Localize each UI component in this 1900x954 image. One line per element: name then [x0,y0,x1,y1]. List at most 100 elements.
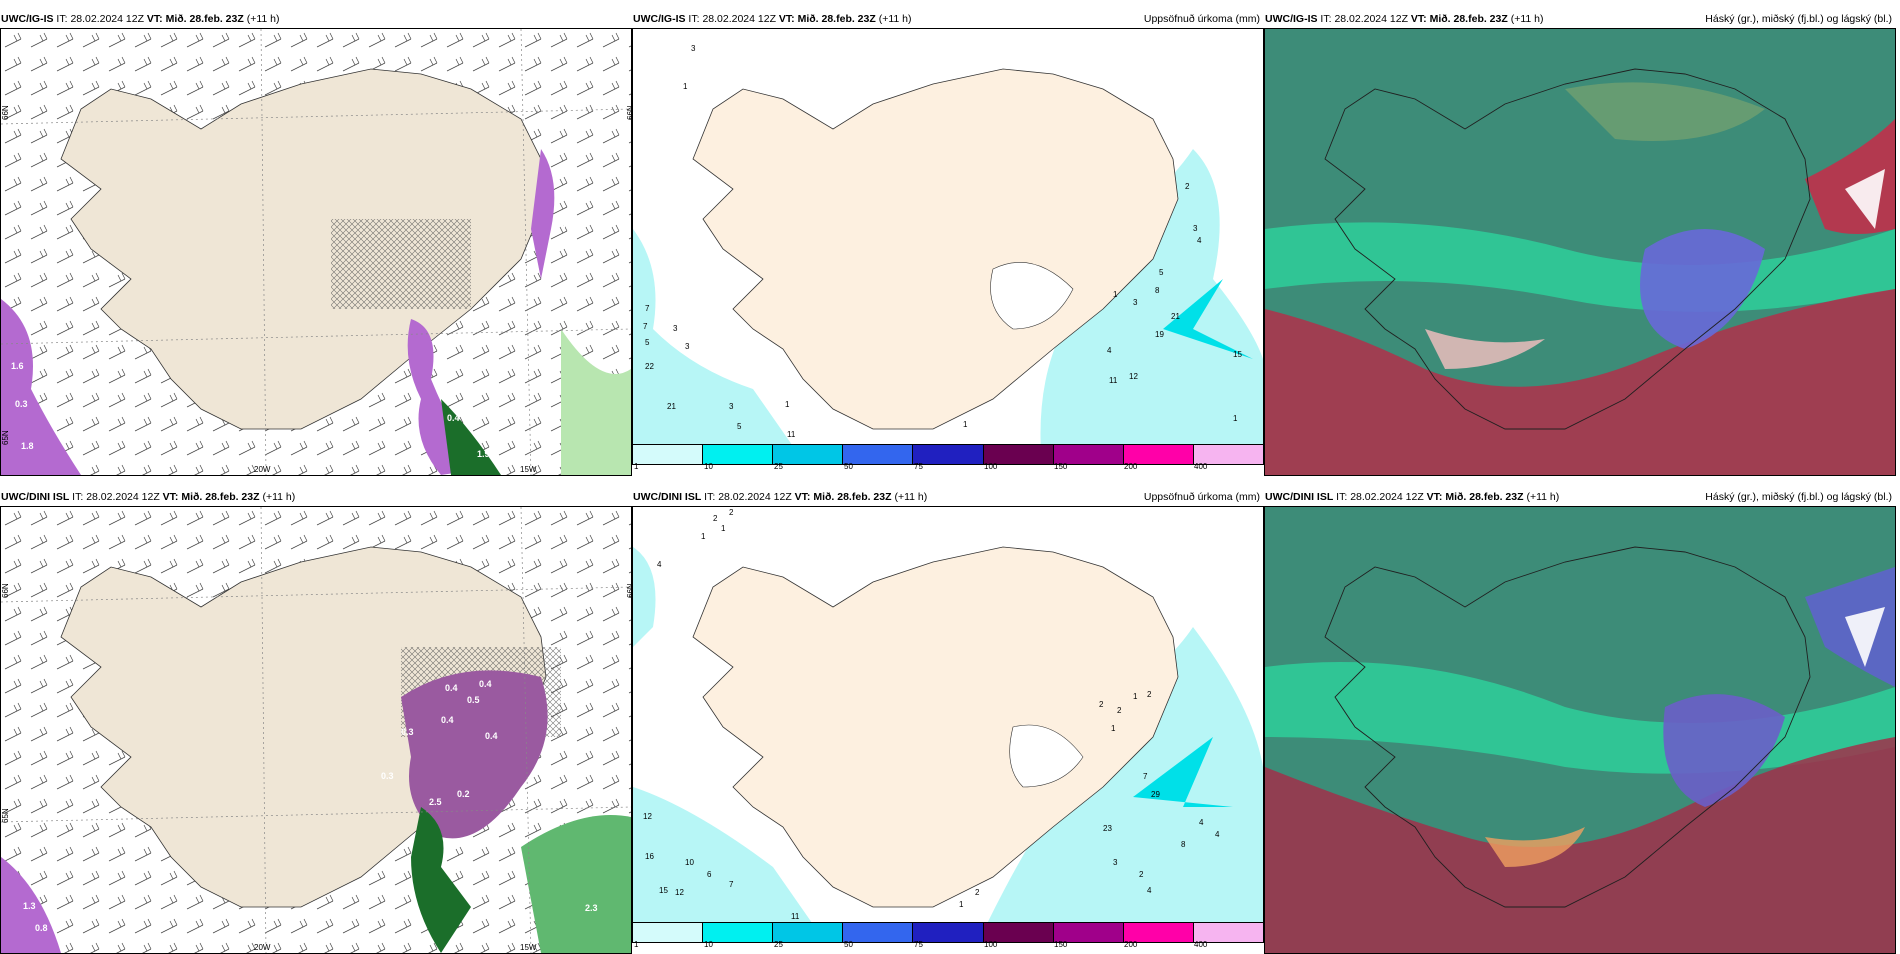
colorbar-tick-label: 50 [844,462,853,471]
svg-text:2: 2 [1185,182,1190,191]
panel-wind-dini: UWC/DINI ISL IT: 28.02.2024 12Z VT: Mið.… [0,488,632,954]
svg-text:1: 1 [701,532,706,541]
svg-text:0.4: 0.4 [445,683,458,693]
colorbar-segment [1193,923,1263,942]
colorbar-segment [1123,923,1194,942]
svg-text:8: 8 [1155,286,1160,295]
colorbar-segment [703,923,774,942]
svg-text:1: 1 [1233,414,1238,423]
map-canvas: 0.4 0.9 0.2 1.9 1.6 0.3 1.8 1.0 [1,29,631,475]
svg-text:1: 1 [721,524,726,533]
colorbar-tick-label: 200 [1124,462,1138,471]
svg-text:1: 1 [785,400,790,409]
svg-text:3.0: 3.0 [469,883,482,893]
iceland-land [692,68,1179,430]
colorbar-tick-label: 10 [704,462,713,471]
svg-text:21: 21 [667,402,676,411]
colorbar-segment [1193,445,1263,464]
colorbar-labels: 1 10 25 50 75 100 150 200 400 [632,940,1264,952]
svg-text:0.3: 0.3 [381,771,394,781]
svg-text:2.4: 2.4 [469,865,482,875]
lat-label: 66N [1,583,10,598]
precip-colorbar [632,922,1264,943]
colorbar-segment [773,445,844,464]
lat-label: 66N [626,105,635,120]
svg-text:2: 2 [975,888,980,897]
svg-text:0.2: 0.2 [469,407,482,417]
svg-text:3: 3 [673,324,678,333]
panel-header: UWC/DINI ISL IT: 28.02.2024 12Z VT: Mið.… [1,491,296,503]
svg-text:0.4: 0.4 [479,679,492,689]
svg-text:2.5: 2.5 [429,797,442,807]
svg-text:1: 1 [683,82,688,91]
map-precip-dini: 2 2 1 1 4 2 2 1 2 1 7 29 23 4 4 8 3 2 4 … [632,506,1264,925]
map-canvas [1265,507,1895,953]
svg-text:1.0: 1.0 [553,221,566,231]
map-canvas: 2 2 1 1 4 2 2 1 2 1 7 29 23 4 4 8 3 2 4 … [633,507,1263,924]
panel-header: UWC/DINI ISL IT: 28.02.2024 12Z VT: Mið.… [1264,488,1896,506]
svg-text:15: 15 [1233,350,1242,359]
colorbar-tick-label: 1 [634,462,639,471]
svg-text:3: 3 [729,402,734,411]
panel-precip-igis: UWC/IG-IS IT: 28.02.2024 12Z VT: Mið. 28… [626,10,1264,471]
svg-text:1.6: 1.6 [11,361,24,371]
colorbar-segment [1053,923,1124,942]
svg-text:0.5: 0.5 [467,695,480,705]
lon-label: 20W [254,465,271,474]
svg-text:7: 7 [643,322,648,331]
svg-text:2: 2 [1147,690,1152,699]
lat-label: 65N [1,808,10,823]
svg-text:5: 5 [1159,268,1164,277]
svg-text:4: 4 [1197,236,1202,245]
lat-label: 66N [626,583,635,598]
svg-text:12: 12 [1129,372,1138,381]
colorbar-segment [633,445,704,464]
svg-text:4: 4 [1215,830,1220,839]
colorbar-tick-label: 100 [984,462,998,471]
svg-text:1.9: 1.9 [477,449,490,459]
svg-text:3: 3 [685,342,690,351]
colorbar-tick-label: 100 [984,940,998,949]
svg-text:1: 1 [1133,692,1138,701]
colorbar-tick-label: 25 [774,462,783,471]
lon-label: 15W [520,465,537,474]
colorbar-segment [983,923,1054,942]
svg-text:1.6: 1.6 [475,911,488,921]
svg-text:7: 7 [1143,772,1148,781]
svg-text:0.2: 0.2 [457,789,470,799]
svg-text:4: 4 [657,560,662,569]
panel-right-title: Háský (gr.), miðský (fj.bl.) og lágský (… [1705,491,1892,503]
svg-text:3: 3 [1113,858,1118,867]
colorbar-tick-label: 400 [1194,940,1208,949]
svg-text:0.4: 0.4 [447,413,460,423]
svg-text:7: 7 [729,880,734,889]
svg-text:0.4: 0.4 [485,731,498,741]
svg-text:1: 1 [1111,724,1116,733]
colorbar-tick-label: 10 [704,940,713,949]
colorbar-tick-label: 150 [1054,462,1068,471]
svg-text:2: 2 [1117,706,1122,715]
svg-text:1: 1 [959,900,964,909]
colorbar-tick-label: 75 [914,462,923,471]
panel-right-title: Háský (gr.), miðský (fj.bl.) og lágský (… [1705,13,1892,25]
map-clouds-dini [1264,506,1896,954]
panel-right-title: Uppsöfnuð úrkoma (mm) [1143,491,1260,503]
svg-text:11: 11 [1109,376,1118,385]
svg-text:1: 1 [963,420,968,429]
svg-text:3: 3 [1193,224,1198,233]
svg-text:3: 3 [691,44,696,53]
svg-text:11: 11 [787,430,796,439]
colorbar-tick-label: 1 [634,940,639,949]
lon-label: 20W [254,943,271,952]
iceland-land [692,546,1179,908]
map-clouds-igis [1264,28,1896,476]
svg-text:3: 3 [1133,298,1138,307]
svg-text:2.3: 2.3 [585,903,598,913]
panel-header: UWC/IG-IS IT: 28.02.2024 12Z VT: Mið. 28… [632,10,1264,28]
svg-text:7: 7 [645,304,650,313]
colorbar-segment [983,445,1054,464]
svg-text:4: 4 [1147,886,1152,895]
lat-label: 66N [1,105,10,120]
panel-wind-igis: UWC/IG-IS IT: 28.02.2024 12Z VT: Mið. 28… [0,10,632,476]
svg-text:22: 22 [645,362,654,371]
